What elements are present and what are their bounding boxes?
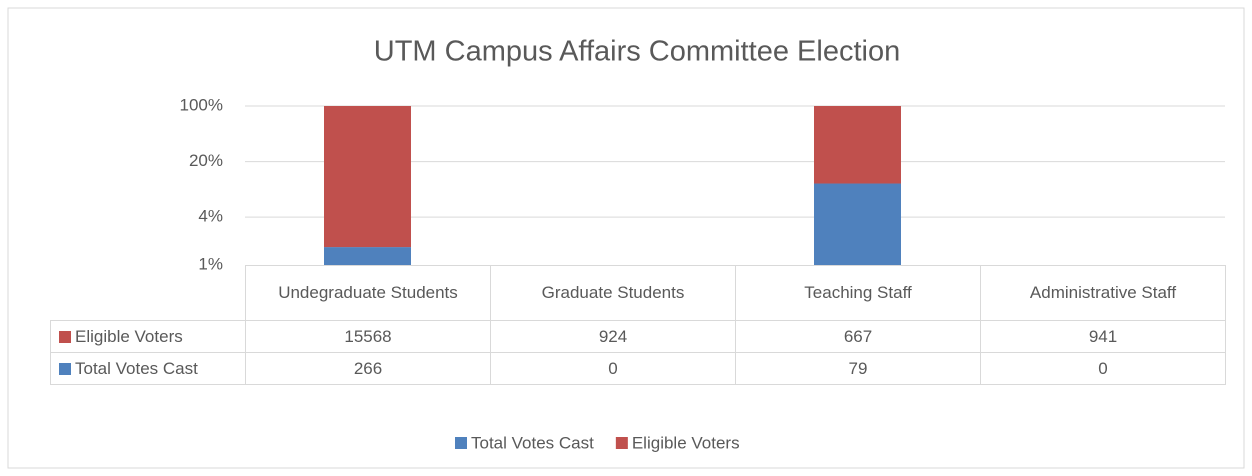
legend-label: Total Votes Cast [471,433,594,452]
legend-swatch [455,437,467,449]
row-header: Eligible Voters [50,320,246,353]
bar-segment [814,183,901,265]
chart-border [7,7,1245,469]
category-header: Graduate Students [490,265,736,321]
y-tick-label: 20% [189,151,223,170]
bar-segment [324,247,411,265]
legend-swatch [615,437,628,449]
row-label: Eligible Voters [75,326,183,346]
category-header: Administrative Staff [980,265,1226,321]
y-tick-label: 1% [198,254,223,273]
y-tick-label: 4% [198,207,223,226]
table-value: 15568 [245,320,491,353]
bar-segment [324,106,411,248]
chart-title: UTM Campus Affairs Committee Election [374,36,900,68]
y-tick-label: 100% [180,95,223,114]
table-value: 941 [980,320,1226,353]
table-value: 266 [245,352,491,385]
legend-key [59,362,71,375]
table-value: 0 [980,352,1226,385]
row-label: Total Votes Cast [75,358,198,378]
table-value: 0 [490,352,736,385]
table-value: 667 [735,320,981,353]
bar-segment [814,106,901,184]
legend-label: Eligible Voters [632,433,740,452]
category-header: Undegraduate Students [245,265,491,321]
table-value: 79 [735,352,981,385]
row-header: Total Votes Cast [50,352,246,385]
category-header: Teaching Staff [735,265,981,321]
table-value: 924 [490,320,736,353]
legend-key [59,330,71,343]
